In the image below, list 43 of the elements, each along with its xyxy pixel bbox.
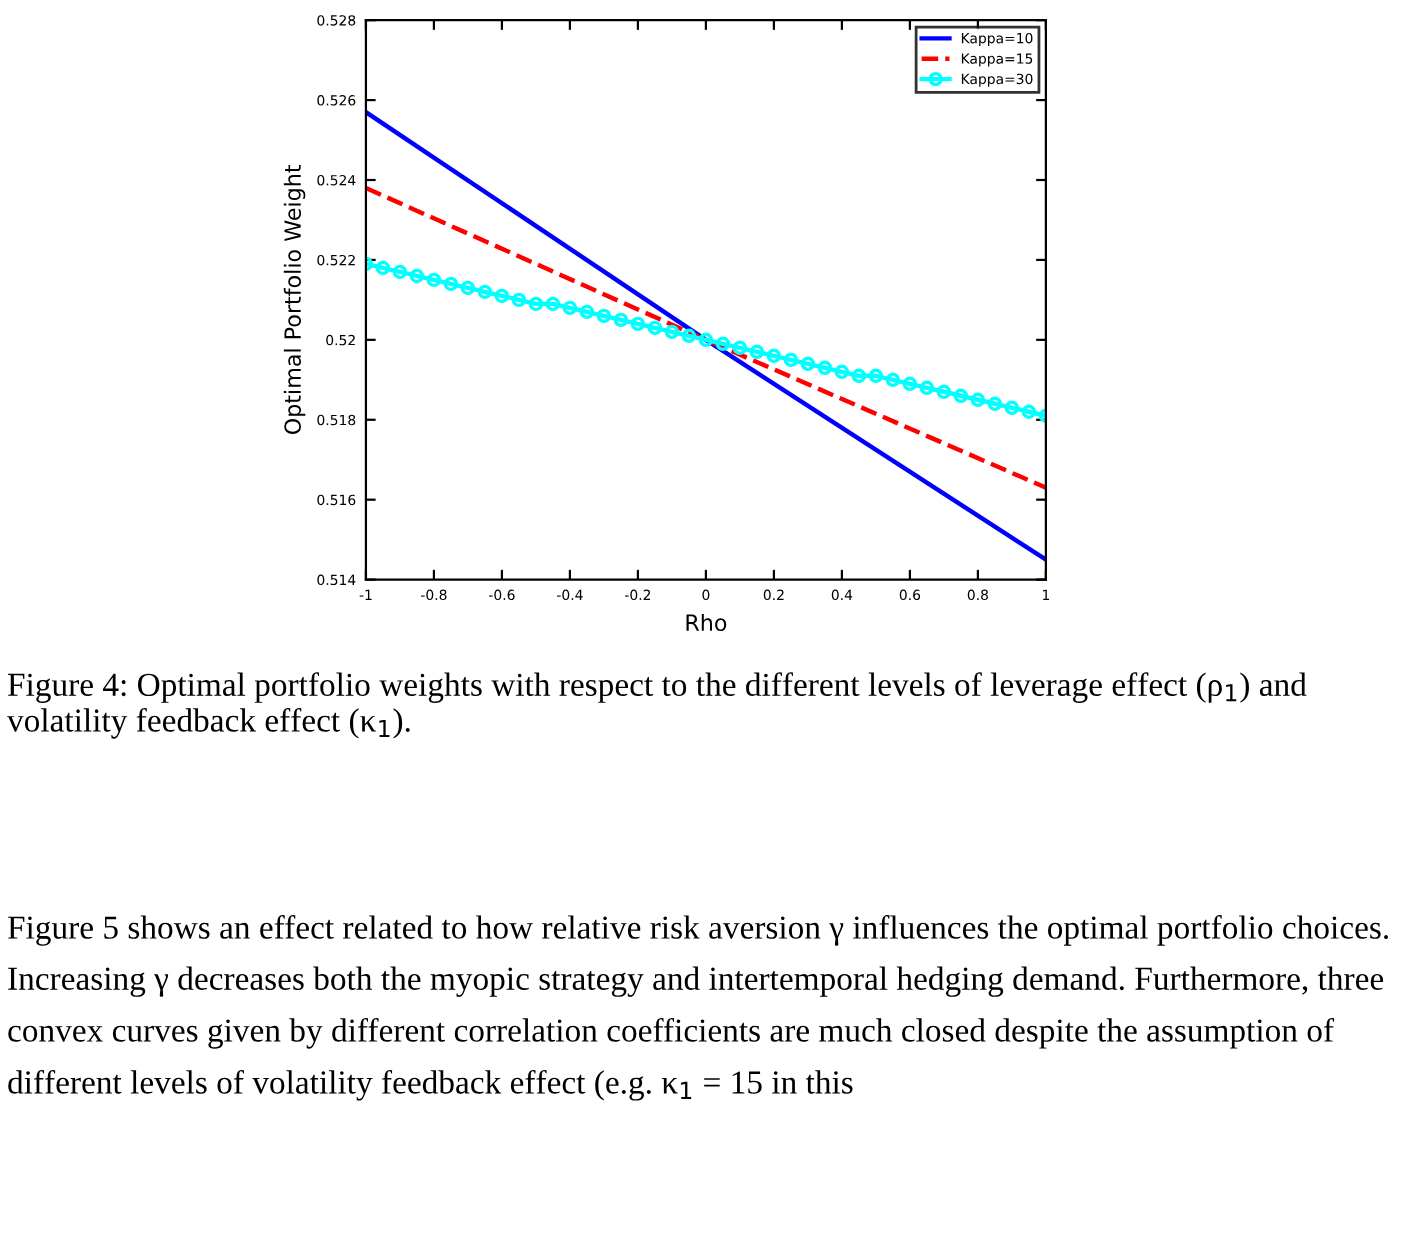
point <box>681 328 697 344</box>
point <box>613 312 629 328</box>
x-axis-title: Rho <box>686 613 727 632</box>
point <box>477 284 493 300</box>
point <box>596 308 612 324</box>
point <box>919 380 935 396</box>
point <box>443 276 459 292</box>
y-axis-title: Optimal Portfolio Weight <box>283 164 306 435</box>
point <box>426 272 442 288</box>
point <box>1021 404 1037 419</box>
text: Figure 4: Optimal portfolio weights with respect to the different levels of leverage effect (ρ$_{1}$) and volatility feedback effect (κ$_{1}$). <box>7 672 1307 739</box>
point <box>511 292 527 308</box>
point <box>936 384 952 400</box>
point <box>460 280 476 296</box>
point <box>409 268 425 284</box>
point <box>800 356 816 372</box>
point <box>1004 400 1020 415</box>
point <box>494 288 510 304</box>
point <box>630 316 646 332</box>
point <box>868 368 884 384</box>
point <box>817 360 833 376</box>
point <box>545 296 561 312</box>
point <box>562 300 578 316</box>
point <box>647 320 663 336</box>
point <box>766 348 782 364</box>
point <box>579 304 595 320</box>
point <box>392 264 408 280</box>
point <box>953 388 969 404</box>
point <box>970 392 986 408</box>
point <box>698 332 714 348</box>
point <box>834 364 850 380</box>
point <box>851 368 867 384</box>
point <box>987 396 1003 411</box>
point <box>902 376 918 392</box>
point <box>732 340 748 356</box>
point <box>715 336 731 352</box>
point <box>885 372 901 388</box>
point <box>783 352 799 368</box>
caption: Figure 5 shows an effect related to how relative risk aversion γ influences the optimal portfolio choices. Increasing γ decreases both the myopic strategy and intertemporal hedging demand. Furthermore, three convex curves given by different correlation coefficients are much closed despite the assumption of different levels of volatility feedback effect (e.g. κ$_{1}$ = 15 in this <box>7 915 1388 1101</box>
point <box>375 260 391 276</box>
point <box>664 324 680 340</box>
point <box>528 296 544 312</box>
point <box>749 344 765 360</box>
